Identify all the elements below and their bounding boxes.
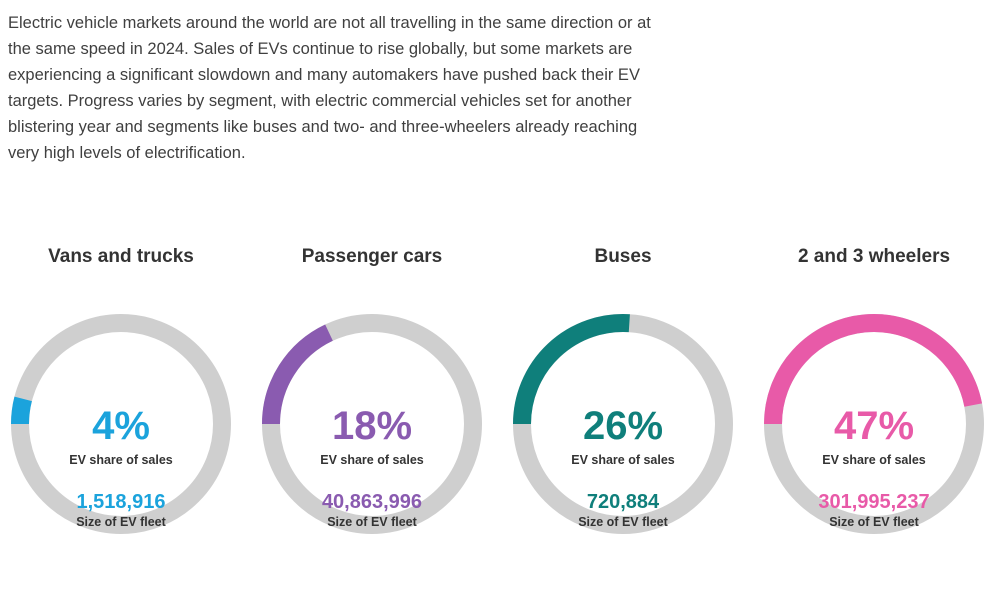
segment-title: Buses [594,246,652,267]
share-caption: EV share of sales [822,453,926,467]
share-caption: EV share of sales [320,453,424,467]
donut-share-arc [764,314,983,425]
share-percent: 4% [92,404,150,448]
segment-title: Passenger cars [301,246,443,267]
fleet-size: 1,518,916 [76,491,166,513]
share-percent: 47% [833,404,915,448]
fleet-caption: Size of EV fleet [578,515,668,529]
share-percent: 18% [331,404,413,448]
donut-chart: 4% EV share of sales 1,518,916 Size of E… [1,304,241,544]
share-percent: 26% [582,404,664,448]
donut-share-arc [11,396,32,425]
fleet-caption: Size of EV fleet [76,515,166,529]
segment-title: 2 and 3 wheelers [797,246,951,267]
segment-passenger-cars: Passenger cars 18% EV share of sales 40,… [252,246,492,546]
fleet-size: 720,884 [586,491,660,513]
fleet-caption: Size of EV fleet [829,515,919,529]
fleet-caption: Size of EV fleet [327,515,417,529]
share-caption: EV share of sales [571,453,675,467]
segment-title: Vans and trucks [48,246,194,267]
segment-buses: Buses 26% EV share of sales 720,884 Size… [503,246,743,546]
fleet-size: 40,863,996 [321,491,423,513]
donut-share-arc [262,324,334,425]
segment-2-and-3-wheelers: 2 and 3 wheelers 47% EV share of sales 3… [754,246,994,546]
donut-share-arc [513,314,630,425]
donut-chart: 18% EV share of sales 40,863,996 Size of… [252,304,492,544]
donut-chart: 26% EV share of sales 720,884 Size of EV… [503,304,743,544]
fleet-size: 301,995,237 [818,491,930,513]
intro-paragraph: Electric vehicle markets around the worl… [8,14,651,162]
segment-vans-and-trucks: Vans and trucks 4% EV share of sales 1,5… [1,246,241,546]
share-caption: EV share of sales [69,453,173,467]
donut-chart: 47% EV share of sales 301,995,237 Size o… [754,304,994,544]
